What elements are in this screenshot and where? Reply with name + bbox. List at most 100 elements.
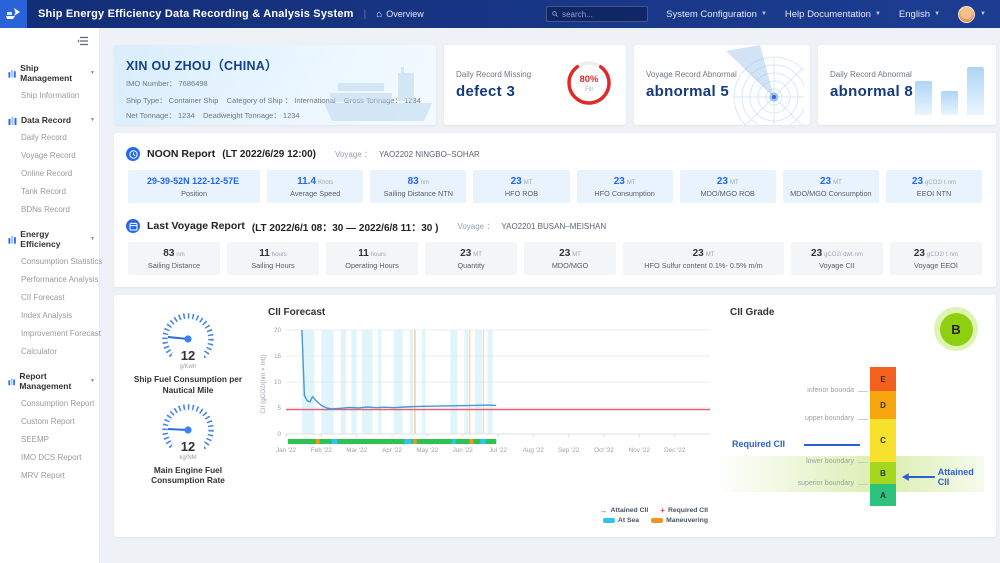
bar-chart-icon [8, 69, 16, 78]
sidebar-item[interactable]: Calculator [21, 346, 58, 356]
gauge-unit: g/Kwh [180, 364, 197, 370]
sidebar-item[interactable]: IMO DCS Report [21, 452, 82, 462]
last-voyage-value: YAO2201 BUSAN–MEISHAN [501, 221, 607, 231]
noon-stat-tile: 23 MT HFO ROB [473, 170, 570, 203]
sidebar-item[interactable]: MRV Report [21, 470, 65, 480]
voyage-stat-tile: 23 gCO2/ dwt·nm Voyage CII [790, 242, 883, 275]
sidebar-group-report-management[interactable]: Report Management ▼ [0, 368, 99, 394]
voyage-stat-tile: 11 hours Sailing Hours [227, 242, 320, 275]
chevron-down-icon: ▼ [90, 117, 95, 123]
chevron-down-icon: ▼ [90, 236, 95, 242]
noon-tiles: 29-39-52N 122-12-57E Position 11.4 Knots … [128, 170, 983, 203]
noon-stat-tile: 23 MT MDO/MGO ROB [679, 170, 776, 203]
svg-text:Oct '22: Oct '22 [594, 447, 614, 454]
cii-grade-title: CII Grade [730, 307, 775, 318]
main-content: XIN OU ZHOU（CHINA） IMO Number： 7686498 S… [100, 28, 1000, 563]
noon-stat-tile: 23 MT HFO Consumption [576, 170, 673, 203]
calendar-icon [126, 219, 140, 233]
legend-label: Attained CII [610, 507, 649, 514]
cii-forecast-section: CII Forecast 0 5 10 15 20 Jan '22 Feb '22 Mar '… [252, 305, 722, 529]
last-voyage-time: (LT 2022/6/1 08：30 — 2022/6/8 11：30 ) [251, 222, 439, 234]
daily-record-missing-card: Daily Record Missing defect 3 80% Fill [444, 45, 626, 125]
sidebar-item[interactable]: Index Analysis [21, 310, 73, 320]
menu-help-documentation[interactable]: Help Documentation ▼ [785, 9, 881, 20]
ship-logo-icon [6, 8, 20, 19]
ship-tonnage-line: Net Tonnage： 1234 Deadweight Tonnage： 12… [126, 111, 300, 120]
voyage-stat-tile: 23 gCO2/ t·nm Voyage EEOI [889, 242, 982, 275]
fuel-per-mile-gauge: 12 g/Kwh Ship Fuel Consumption per Nauti… [128, 311, 248, 396]
search-icon [552, 11, 558, 17]
sidebar-item[interactable]: CII Forecast [21, 292, 65, 302]
chevron-down-icon: ▼ [760, 11, 767, 17]
radar-graphic-icon [726, 45, 804, 125]
menu-system-configuration[interactable]: System Configuration ▼ [666, 9, 767, 20]
tab-overview[interactable]: ⌂ Overview [376, 9, 424, 20]
card-value: abnormal 5 [646, 83, 730, 100]
user-menu[interactable]: ▼ [958, 5, 986, 23]
legend-at-sea[interactable]: At Sea [602, 517, 639, 524]
fill-progress-ring: 80% Fill [564, 58, 614, 113]
cii-grade-badge: B [934, 307, 978, 351]
menu-language[interactable]: English ▼ [899, 9, 940, 20]
card-value: defect 3 [456, 83, 516, 100]
gauge-value: 12 [181, 348, 195, 363]
chevron-down-icon: ▼ [874, 11, 881, 17]
grade-boundary-label: upper boundary [804, 415, 854, 422]
plus-marker-icon: + [660, 505, 665, 515]
svg-text:Sep '22: Sep '22 [558, 447, 580, 454]
svg-text:0: 0 [277, 431, 281, 438]
sidebar-item[interactable]: Ship Information [21, 90, 80, 100]
menu-language-label: English [898, 8, 931, 20]
sidebar-item[interactable]: Performance Analysis [21, 274, 99, 284]
app-title: Ship Energy Efficiency Data Recording & … [38, 8, 354, 20]
sidebar-item[interactable]: Online Record [21, 168, 73, 178]
sidebar-item[interactable]: Consumption Report [21, 398, 95, 408]
search-box[interactable] [546, 6, 649, 22]
voyage-label: Voyage ： [335, 149, 372, 159]
sidebar-group-ship-management[interactable]: Ship Management ▼ [0, 60, 99, 86]
avatar[interactable] [958, 5, 976, 23]
main-engine-rate-gauge: 12 kg/NM Main Engine Fuel Consumption Ra… [128, 402, 248, 487]
sidebar-item[interactable]: Custom Report [21, 416, 75, 426]
legend-attained-cii[interactable]: → Attained CII [600, 506, 649, 514]
grade-segment-C: C [870, 419, 896, 462]
svg-text:Jun '22: Jun '22 [453, 447, 474, 454]
chevron-down-icon: ▼ [934, 11, 941, 17]
noon-stat-tile: 11.4 Knots Average Speed [267, 170, 364, 203]
sidebar-item[interactable]: Improvement Forecast [21, 328, 102, 338]
grade-segment-A: A [870, 484, 896, 506]
required-cii-line [804, 444, 860, 446]
bar-chart-icon [8, 235, 16, 244]
collapse-menu-icon[interactable] [77, 36, 89, 46]
topbar: Ship Energy Efficiency Data Recording & … [0, 0, 1000, 28]
sidebar-item[interactable]: Daily Record [21, 132, 67, 142]
ship-name: XIN OU ZHOU（CHINA） [126, 59, 278, 73]
search-input[interactable] [562, 9, 643, 19]
legend-maneuvering[interactable]: Maneuvering [651, 517, 708, 524]
noon-stat-tile: 23 MT MDO/MGO Consumption [782, 170, 879, 203]
sidebar-item[interactable]: Consumption Statistics [21, 256, 103, 266]
clock-icon [126, 147, 140, 161]
sidebar-section-data-record: Data Record ▼ Daily Record Voyage Record O… [0, 112, 99, 218]
sidebar-group-data-record[interactable]: Data Record ▼ [0, 112, 99, 128]
group-label: Energy Efficiency [20, 229, 61, 249]
legend-label: Maneuvering [666, 517, 708, 524]
sidebar-item[interactable]: Tank Record [21, 186, 66, 196]
svg-text:Feb '22: Feb '22 [311, 447, 332, 454]
sidebar-item[interactable]: SEEMP [21, 434, 50, 444]
chart-legend: → Attained CII + Required CII At [256, 505, 722, 524]
ship-imo: IMO Number： 7686498 [126, 79, 208, 88]
gauge-value: 12 [181, 439, 195, 454]
cii-forecast-chart: 0 5 10 15 20 Jan '22 Feb '22 Mar '22 Apr '22 May … [256, 322, 722, 507]
sidebar-item[interactable]: BDNs Record [21, 204, 70, 214]
sidebar-group-energy-efficiency[interactable]: Energy Efficiency ▼ [0, 226, 99, 252]
sidebar-item[interactable]: Voyage Record [21, 150, 76, 160]
app-logo[interactable] [0, 0, 27, 28]
ship-info-card: XIN OU ZHOU（CHINA） IMO Number： 7686498 S… [114, 45, 436, 125]
legend-required-cii[interactable]: + Required CII [660, 505, 708, 515]
noon-report-time: (LT 2022/6/29 12:00) [222, 148, 317, 160]
grade-boundary-tick [858, 419, 868, 420]
bars-graphic-icon [915, 67, 984, 115]
topbar-divider: | [363, 8, 367, 20]
